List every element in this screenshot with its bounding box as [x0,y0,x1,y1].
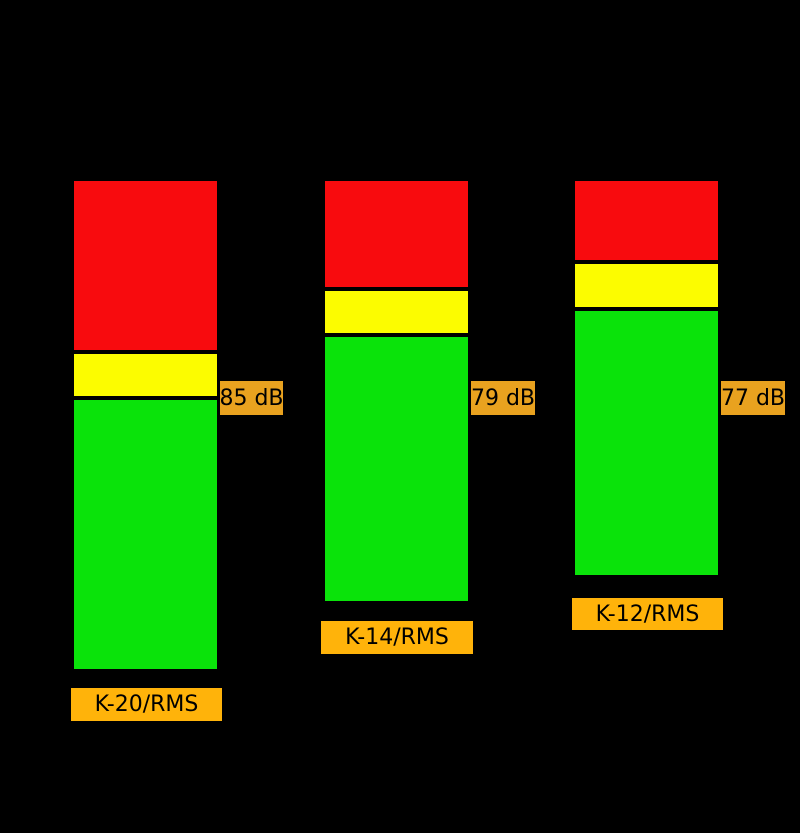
yellow-caution-zone [72,352,219,398]
spl-label-k20: 85 dB [219,381,284,415]
red-clip-zone [573,179,720,262]
yellow-caution-zone [323,289,470,335]
green-safe-zone [573,309,720,577]
bar-k20 [72,179,219,671]
spl-label-k14: 79 dB [471,381,535,415]
yellow-caution-zone [573,262,720,309]
bar-k14 [323,179,470,603]
red-clip-zone [323,179,470,289]
bar-name-label-k14: K-14/RMS [321,621,473,654]
bar-name-label-k12: K-12/RMS [572,598,723,630]
spl-label-k12: 77 dB [721,381,785,415]
bar-name-label-k20: K-20/RMS [71,688,222,721]
bar-k12 [573,179,720,577]
red-clip-zone [72,179,219,352]
green-safe-zone [72,398,219,671]
green-safe-zone [323,335,470,603]
